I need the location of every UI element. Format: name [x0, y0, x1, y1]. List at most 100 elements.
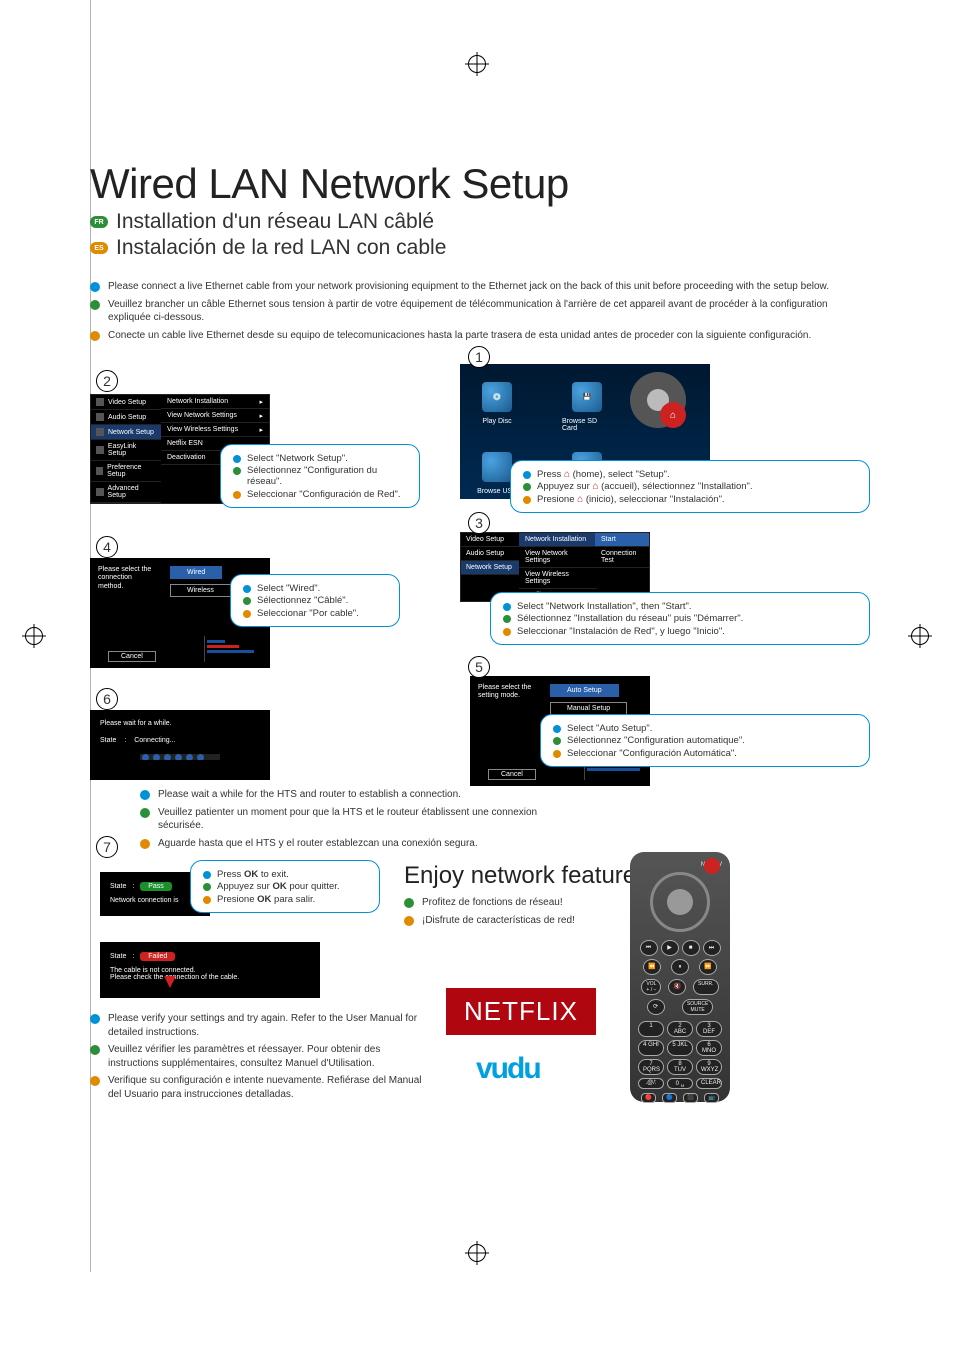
bullet-dot-en: [243, 585, 251, 593]
menu-item-active: Network Installation: [519, 533, 597, 547]
callout-text: Verifique su configuración e intente nue…: [108, 1074, 430, 1101]
sd-icon: 💾: [572, 382, 602, 412]
step-number-6: 6: [96, 688, 118, 710]
bullet-dot-fr: [233, 467, 241, 475]
bullet-dot-es: [233, 491, 241, 499]
callout-text: Veuillez patienter un moment pour que la…: [158, 806, 570, 833]
bullet-dot-en: [203, 871, 211, 879]
sidebar-item: Video Setup: [91, 395, 161, 410]
callout-text: Select "Auto Setup".: [567, 723, 652, 734]
remote-ring: [650, 872, 710, 932]
bullet-dot-en: [233, 455, 241, 463]
callout-text: Sélectionnez "Installation du réseau" pu…: [517, 613, 743, 624]
menu-item: View Network Settings: [519, 547, 597, 568]
subtitle-es-row: ES Instalación de la red LAN con cable: [90, 236, 864, 260]
vudu-logo: vudu: [476, 1052, 540, 1086]
net-button: ⬛: [683, 1093, 698, 1103]
source-icon: ⟳: [647, 999, 665, 1015]
step-number-2: 2: [96, 370, 118, 392]
callout-text: Select "Network Installation", then "Sta…: [517, 601, 692, 612]
net-button: 🔴: [641, 1093, 656, 1103]
next-icon: ⏭: [703, 940, 721, 956]
callout-text: Sélectionnez "Configuration du réseau".: [247, 465, 407, 487]
fail-panel: State : Failed The cable is not connecte…: [100, 942, 320, 998]
key: .@/:: [638, 1078, 664, 1089]
step-number-7: 7: [96, 836, 118, 858]
step-number-1: 1: [468, 346, 490, 368]
callout-text: Sélectionnez "Câblé".: [257, 595, 348, 606]
lang-badge-es: ES: [90, 242, 108, 254]
bullet-dot-en: [90, 1014, 100, 1024]
callout-step6: Please wait a while for the HTS and rout…: [140, 784, 570, 854]
sidebar-item: EasyLink Setup: [91, 440, 161, 461]
net-button: 🔵: [662, 1093, 677, 1103]
bullet-dot-es: [404, 916, 414, 926]
audio-icon: [96, 413, 104, 421]
bullet-dot-fr: [90, 300, 100, 310]
enjoy-fr: Profitez de fonctions de réseau!: [422, 896, 563, 910]
bullet-dot-en: [90, 282, 100, 292]
bullet-dot-es: [523, 496, 531, 504]
disc-icon: 💿: [482, 382, 512, 412]
key: 9 WXYZ: [696, 1059, 722, 1075]
intro-es: Conecte un cable live Ethernet desde su …: [108, 329, 811, 343]
modal-label: Please select the setting mode.: [478, 684, 538, 701]
page-title: Wired LAN Network Setup: [90, 160, 864, 208]
callout-text: Please wait a while for the HTS and rout…: [158, 788, 461, 802]
bullet-dot-fr: [523, 483, 531, 491]
callout-step1: Press ⌂ (home), select "Setup". Appuyez …: [510, 460, 870, 513]
callout-text: Seleccionar "Configuración de Red".: [247, 489, 401, 500]
tile-label: Play Disc: [482, 418, 511, 425]
colon: :: [124, 737, 126, 744]
network-icon: [96, 428, 104, 436]
gauge-icon: [204, 636, 264, 662]
key: 2 ABC: [667, 1021, 693, 1037]
rew-icon: ⏪: [643, 959, 661, 975]
callout-text: Aguarde hasta que el HTS y el router est…: [158, 837, 478, 851]
callout-text: Appuyez sur OK pour quitter.: [217, 881, 340, 892]
bullet-dot-fr: [90, 1045, 100, 1055]
advanced-icon: [96, 488, 104, 496]
bullet-dot-fr: [553, 737, 561, 745]
callout-text: Seleccionar "Configuración Automática".: [567, 748, 737, 759]
bullet-dot-fr: [140, 808, 150, 818]
step-number-3: 3: [468, 512, 490, 534]
callout-text: Please verify your settings and try agai…: [108, 1012, 430, 1039]
remote-control: NET TV ⏮ ▶ ■ ⏭ ⏪ ⏸ ⏩ VOL+ / − 🔇 SURR. ⟳: [630, 852, 730, 1102]
callout-step5: Select "Auto Setup". Sélectionnez "Confi…: [540, 714, 870, 767]
sidebar-item: Audio Setup: [461, 547, 519, 561]
pause-icon: ⏸: [671, 959, 689, 975]
fail-arrow-icon: [164, 976, 176, 988]
intro-block: Please connect a live Ethernet cable fro…: [90, 280, 864, 342]
bullet-dot-en: [523, 471, 531, 479]
bullet-dot-fr: [243, 597, 251, 605]
ff-icon: ⏩: [699, 959, 717, 975]
lang-badge-fr: FR: [90, 216, 108, 228]
sidebar-item-active: Network Setup: [91, 425, 161, 440]
tile-label: Browse SD Card: [562, 418, 612, 432]
callout-step4: Select "Wired". Sélectionnez "Câblé". Se…: [230, 574, 400, 627]
modal-label: Please select the connection method.: [98, 566, 158, 591]
callout-text: Seleccionar "Por cable".: [257, 608, 359, 619]
callout-text: Presione OK para salir.: [217, 894, 315, 905]
prev-icon: ⏮: [640, 940, 658, 956]
registration-mark: [468, 1244, 486, 1262]
bullet-dot-es: [553, 750, 561, 758]
intro-fr: Veuillez brancher un câble Ethernet sous…: [108, 298, 864, 325]
callout-step7b: Please verify your settings and try agai…: [90, 1008, 430, 1105]
bullet-dot-en: [503, 603, 511, 611]
callout-text: Veuillez vérifier les paramètres et rées…: [108, 1043, 430, 1070]
callout-step3: Select "Network Installation", then "Sta…: [490, 592, 870, 645]
sidebar-item: Advanced Setup: [91, 482, 161, 503]
key: 6 MNO: [696, 1040, 722, 1056]
wait-text: Please wait for a while.: [100, 720, 260, 727]
menu-item: View Wireless Settings▸: [161, 423, 269, 437]
key: 3 DEF: [696, 1021, 722, 1037]
key: 4 GHI: [638, 1040, 664, 1056]
key: 7 PQRS: [638, 1059, 664, 1075]
surr-label: SURR.: [693, 979, 719, 995]
remote-keypad: 1 2 ABC 3 DEF 4 GHI 5 JKL 6 MNO 7 PQRS 8…: [638, 1021, 722, 1089]
callout-text: Presione ⌂ (inicio), seleccionar "Instal…: [537, 494, 725, 505]
subtitle-fr: Installation d'un réseau LAN câblé: [116, 210, 434, 234]
callout-text: Select "Network Setup".: [247, 453, 348, 464]
